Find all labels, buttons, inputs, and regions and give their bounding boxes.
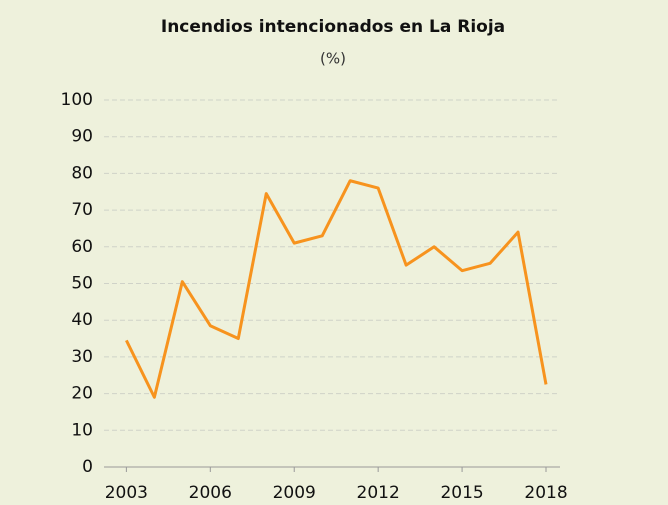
y-tick-label: 10	[71, 420, 93, 440]
y-tick-label: 70	[71, 200, 93, 220]
x-tick-label: 2006	[189, 483, 232, 503]
y-tick-label: 60	[71, 237, 93, 257]
chart-subtitle: (%)	[320, 50, 346, 68]
x-tick-label: 2009	[273, 483, 316, 503]
y-tick-label: 0	[82, 457, 93, 477]
y-tick-label: 30	[71, 347, 93, 367]
y-tick-label: 80	[71, 163, 93, 183]
x-tick-label: 2003	[105, 483, 148, 503]
chart-title: Incendios intencionados en La Rioja	[161, 17, 505, 37]
y-tick-label: 50	[71, 274, 93, 294]
x-tick-label: 2015	[440, 483, 483, 503]
y-tick-label: 100	[61, 90, 93, 110]
y-tick-label: 20	[71, 384, 93, 404]
data-line	[125, 179, 548, 399]
y-tick-label: 90	[71, 127, 93, 147]
y-tick-label: 40	[71, 310, 93, 330]
x-tick-label: 2012	[357, 483, 400, 503]
x-tick-label: 2018	[524, 483, 567, 503]
